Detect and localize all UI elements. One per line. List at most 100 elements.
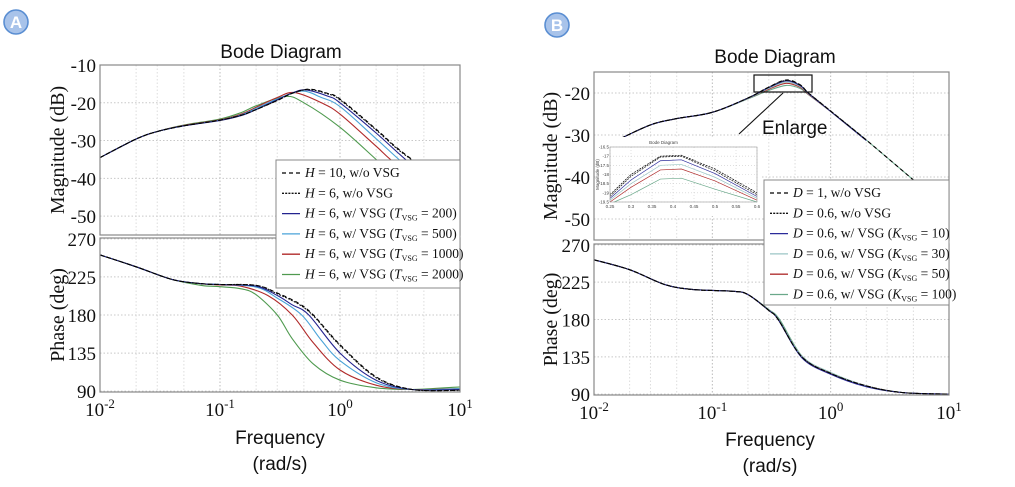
y-tick-label: 90 [77, 382, 96, 403]
x-tick-exponent: 0 [837, 399, 844, 414]
inset-y-label: Magnitude (dB) [595, 159, 600, 190]
y-tick-label: -50 [565, 210, 590, 231]
inset-y-tick-label: -17 [602, 154, 609, 159]
panel-badge [544, 12, 570, 38]
legend-parameter: K [891, 287, 902, 302]
x-tick-label: 100 [818, 399, 844, 424]
legend-parameter: T [394, 226, 403, 241]
panel-badge [3, 9, 29, 35]
legend-subscript: VSG [402, 275, 418, 284]
legend-entry: D = 0.6, w/ VSG (KVSG = 10) [792, 226, 950, 243]
legend-variable: D [792, 185, 803, 200]
legend-text: = 6, w/ VSG ( [315, 206, 395, 221]
legend-value: = 200) [418, 206, 457, 221]
legend-entry: H = 10, w/o VSG [304, 165, 400, 180]
inset-x-tick-label: 0.4 [670, 204, 677, 209]
legend-parameter: T [394, 246, 403, 261]
legend-subscript: VSG [402, 234, 418, 243]
legend-text: = 6, w/o VSG [315, 185, 394, 200]
legend-value: = 50) [917, 266, 949, 281]
x-axis-label: Frequency [235, 428, 325, 449]
legend-subscript: VSG [402, 254, 418, 263]
panel-badge-label: A [10, 13, 22, 32]
x-tick-base: 10 [936, 403, 955, 424]
x-tick-label: 101 [447, 396, 473, 421]
legend-value: = 10) [917, 226, 949, 241]
legend-entry: D = 0.6, w/ VSG (KVSG = 50) [792, 266, 950, 283]
y-tick-label: 225 [562, 273, 591, 294]
x-tick-label: 100 [327, 396, 353, 421]
legend-entry: H = 6, w/ VSG (TVSG = 2000) [304, 267, 464, 284]
x-tick-base: 10 [85, 400, 104, 421]
x-tick-base: 10 [447, 400, 466, 421]
inset-y-tick-label: -19.5 [599, 200, 610, 205]
inset-zoom-plot: 0.25 0.3 0.35 0.4 0.45 0.5 0.55 0.6 -16.5 -17 -17.… [595, 137, 761, 216]
y-tick-label: -40 [71, 169, 96, 190]
legend-box [763, 179, 950, 306]
phase-curves [100, 254, 460, 392]
inset-frame [609, 146, 758, 203]
x-tick-exponent: 1 [466, 396, 473, 411]
legend-text: = 6, w/ VSG ( [315, 246, 395, 261]
x-axis-unit: (rad/s) [743, 456, 798, 477]
legend-subscript: VSG [901, 234, 917, 243]
y-axis-label: Magnitude (dB) [47, 86, 69, 214]
legend-entry: H = 6, w/ VSG (TVSG = 500) [304, 226, 457, 243]
phase-series-line [594, 259, 949, 395]
x-tick-base: 10 [697, 403, 716, 424]
y-tick-label: 270 [68, 230, 97, 251]
legend-text: = 6, w/ VSG ( [315, 267, 395, 282]
inset-y-tick-label: -17.5 [599, 163, 610, 168]
legend-entry: D = 0.6, w/ VSG (KVSG = 30) [792, 246, 950, 263]
y-tick-label: 135 [68, 344, 97, 365]
legend-variable: D [792, 205, 803, 220]
y-tick-label: -50 [71, 207, 96, 228]
y-tick-label: -30 [71, 132, 96, 153]
inset-y-tick-label: -18 [602, 172, 609, 177]
inset-series-line [609, 168, 758, 203]
y-tick-label: -40 [565, 168, 590, 189]
legend-value: = 30) [917, 246, 949, 261]
x-tick-exponent: -1 [224, 396, 235, 411]
inset-series-line [614, 177, 758, 203]
x-tick-label: 101 [936, 399, 962, 424]
phase-series-line [100, 254, 460, 392]
legend-variable: D [792, 266, 803, 281]
legend-variable: H [304, 185, 316, 200]
legend-parameter: K [891, 226, 902, 241]
legend-variable: H [304, 267, 316, 282]
legend-text: = 1, w/o VSG [803, 185, 882, 200]
y-tick-label: 270 [562, 236, 591, 257]
enlarge-region-box [753, 74, 813, 93]
x-tick-base: 10 [579, 403, 598, 424]
y-tick-label: -20 [71, 94, 96, 115]
y-tick-label: 180 [562, 311, 591, 332]
x-tick-exponent: -2 [104, 396, 115, 411]
y-tick-label: -30 [565, 126, 590, 147]
y-tick-label: 225 [68, 268, 97, 289]
inset-background [596, 137, 761, 216]
legend-entry: H = 6, w/o VSG [304, 185, 393, 200]
x-tick-exponent: -1 [716, 399, 727, 414]
legend-entry: H = 6, w/ VSG (TVSG = 1000) [304, 246, 464, 263]
inset-x-tick-label: 0.35 [648, 204, 657, 209]
legend-subscript: VSG [402, 214, 418, 223]
y-tick-label: -10 [71, 56, 96, 77]
legend-text: = 0.6, w/ VSG ( [803, 266, 893, 281]
legend-parameter: K [891, 246, 902, 261]
magnitude-curves [614, 79, 919, 185]
legend-value: = 2000) [418, 267, 464, 282]
legend-variable: H [304, 246, 316, 261]
y-tick-label: 135 [562, 348, 591, 369]
inset-y-tick-label: -18.5 [599, 181, 610, 186]
y-axis-label: Phase (deg) [47, 268, 69, 362]
phase-series-line [100, 254, 460, 392]
x-tick-exponent: 0 [346, 396, 353, 411]
inset-x-tick-label: 0.3 [628, 204, 635, 209]
